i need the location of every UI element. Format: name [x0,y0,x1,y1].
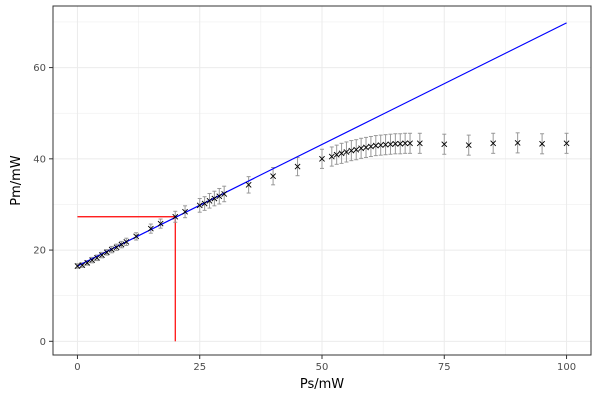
data-point [338,150,345,157]
y-tick-label: 0 [40,337,46,348]
x-tick-label: 0 [74,362,80,373]
data-point [98,252,105,259]
data-point [490,140,497,147]
axis-ticks: 0 25 50 75 100 0 20 40 60 [33,63,576,373]
data-point [382,141,389,148]
data-point [133,233,140,240]
x-tick-label: 50 [316,362,329,373]
data-point [89,257,96,264]
data-point [465,142,472,149]
data-point [319,155,325,162]
data-point [147,225,154,232]
data-point [74,263,81,269]
data-point [377,142,384,149]
data-point [216,193,223,200]
x-axis-title: Ps/mW [300,377,344,392]
data-point [196,202,203,209]
x-tick-label: 75 [438,362,451,373]
data-point [372,142,379,149]
data-point [392,140,399,147]
marker-lines [77,216,176,342]
data-point [343,149,350,155]
grid [53,6,591,355]
x-tick-label: 25 [193,362,206,373]
data-point [113,244,120,251]
data-point [539,140,546,147]
data-point [201,200,208,207]
data-point [416,140,423,147]
y-tick-label: 20 [33,246,46,257]
data-point [221,191,228,197]
data-point [94,254,100,261]
y-tick-label: 60 [33,63,46,74]
data-point [353,146,360,153]
data-point [407,140,413,147]
y-tick-label: 40 [33,154,46,165]
data-point [270,173,277,180]
data-point [402,140,409,147]
data-point [79,262,86,269]
data-point [118,241,125,248]
data-point [157,220,164,227]
data-point [363,144,369,151]
data-point [123,238,130,245]
data-point [387,141,394,148]
data-point [211,195,218,202]
data-point [206,197,213,204]
data-point [103,249,110,256]
data-point [367,143,374,150]
data-point [563,140,570,147]
data-point [245,181,252,188]
y-axis-title: Pm/mW [9,155,24,206]
data-point [328,153,335,160]
data-point [397,140,404,147]
data-point [441,141,448,148]
data-point [182,208,188,215]
x-tick-label: 100 [557,362,576,373]
data-point [514,139,521,146]
data-point [108,246,115,253]
data-point [172,213,179,220]
data-point [358,145,365,152]
data-point [84,259,91,266]
data-points [74,139,570,269]
data-point [333,151,340,158]
data-point [348,147,355,154]
data-point [294,163,301,170]
